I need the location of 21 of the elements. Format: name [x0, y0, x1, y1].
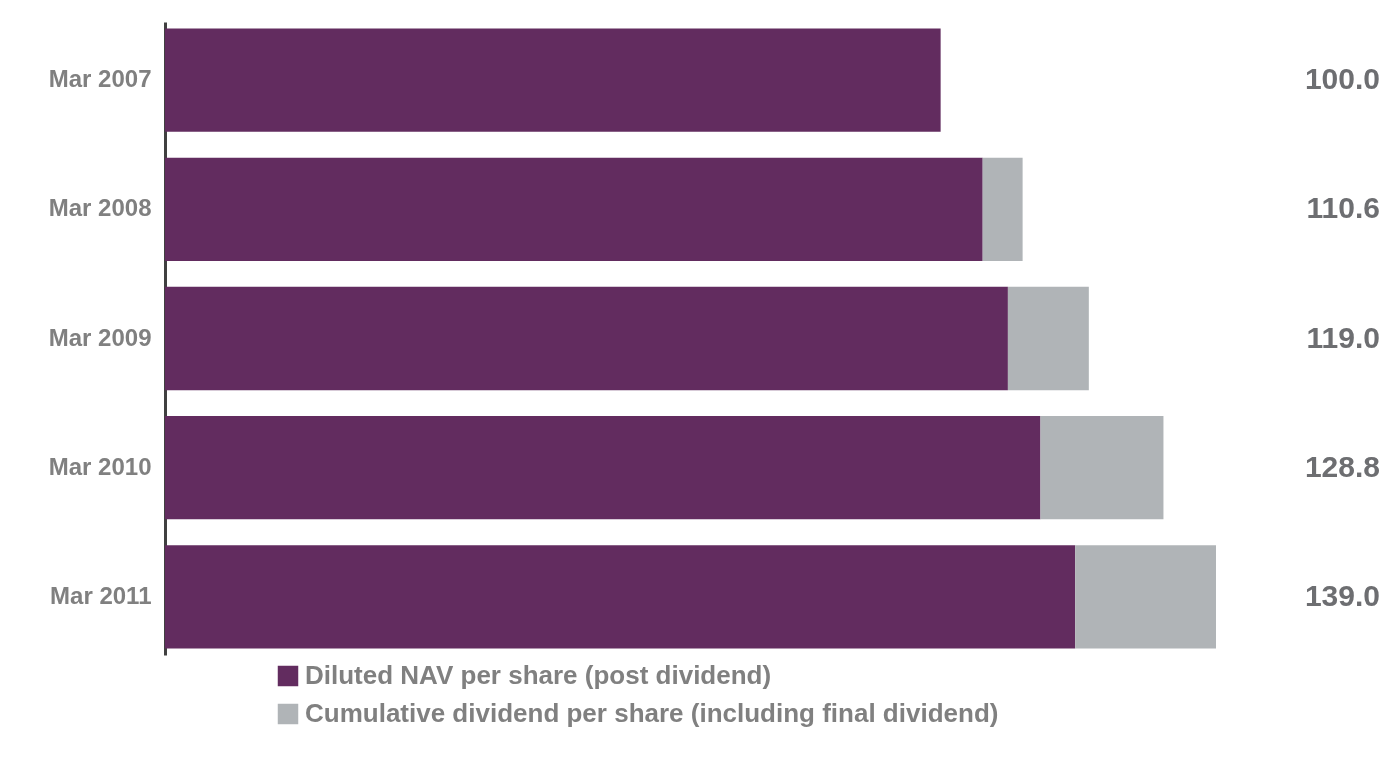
y-tick-label: Mar 2010: [48, 452, 152, 480]
bar: [165, 545, 1076, 649]
legend-label: Cumulative dividend per share (including final dividend): [305, 698, 999, 728]
text: 110.6: [1306, 191, 1380, 225]
text: 119.0: [1306, 320, 1380, 354]
y-tick-label: Mar 2007: [48, 65, 152, 93]
text: 128.8: [1304, 449, 1380, 483]
bar: [1007, 286, 1089, 391]
legend-label: Diluted NAV per share (post dividend): [305, 660, 772, 690]
bar: [165, 416, 1041, 520]
text: 100.0: [1304, 62, 1380, 96]
bar: [165, 28, 941, 132]
bar: [1040, 416, 1164, 520]
y-tick-label: Mar 2011: [50, 581, 152, 609]
bar: [165, 286, 1008, 391]
text: 139.0: [1304, 578, 1380, 612]
bar: [982, 157, 1023, 261]
bar: [165, 157, 983, 261]
y-tick-label: Mar 2009: [48, 323, 152, 351]
bar: [1075, 545, 1216, 649]
y-tick-label: Mar 2008: [48, 194, 152, 222]
